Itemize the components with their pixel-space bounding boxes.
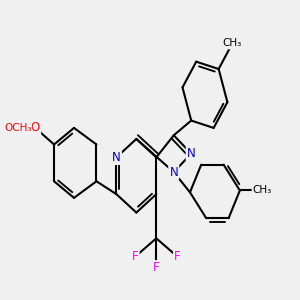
Text: O: O [31,122,40,134]
Text: N: N [169,166,178,178]
Text: CH₃: CH₃ [223,38,242,48]
Text: F: F [153,261,160,274]
Text: CH₃: CH₃ [253,185,272,196]
Text: OCH₃: OCH₃ [4,123,32,133]
Text: CH: CH [9,123,24,133]
Text: N: N [112,151,121,164]
Text: CH₃: CH₃ [5,123,24,133]
Text: F: F [174,250,181,263]
Text: N: N [187,147,196,160]
Text: F: F [132,250,138,263]
